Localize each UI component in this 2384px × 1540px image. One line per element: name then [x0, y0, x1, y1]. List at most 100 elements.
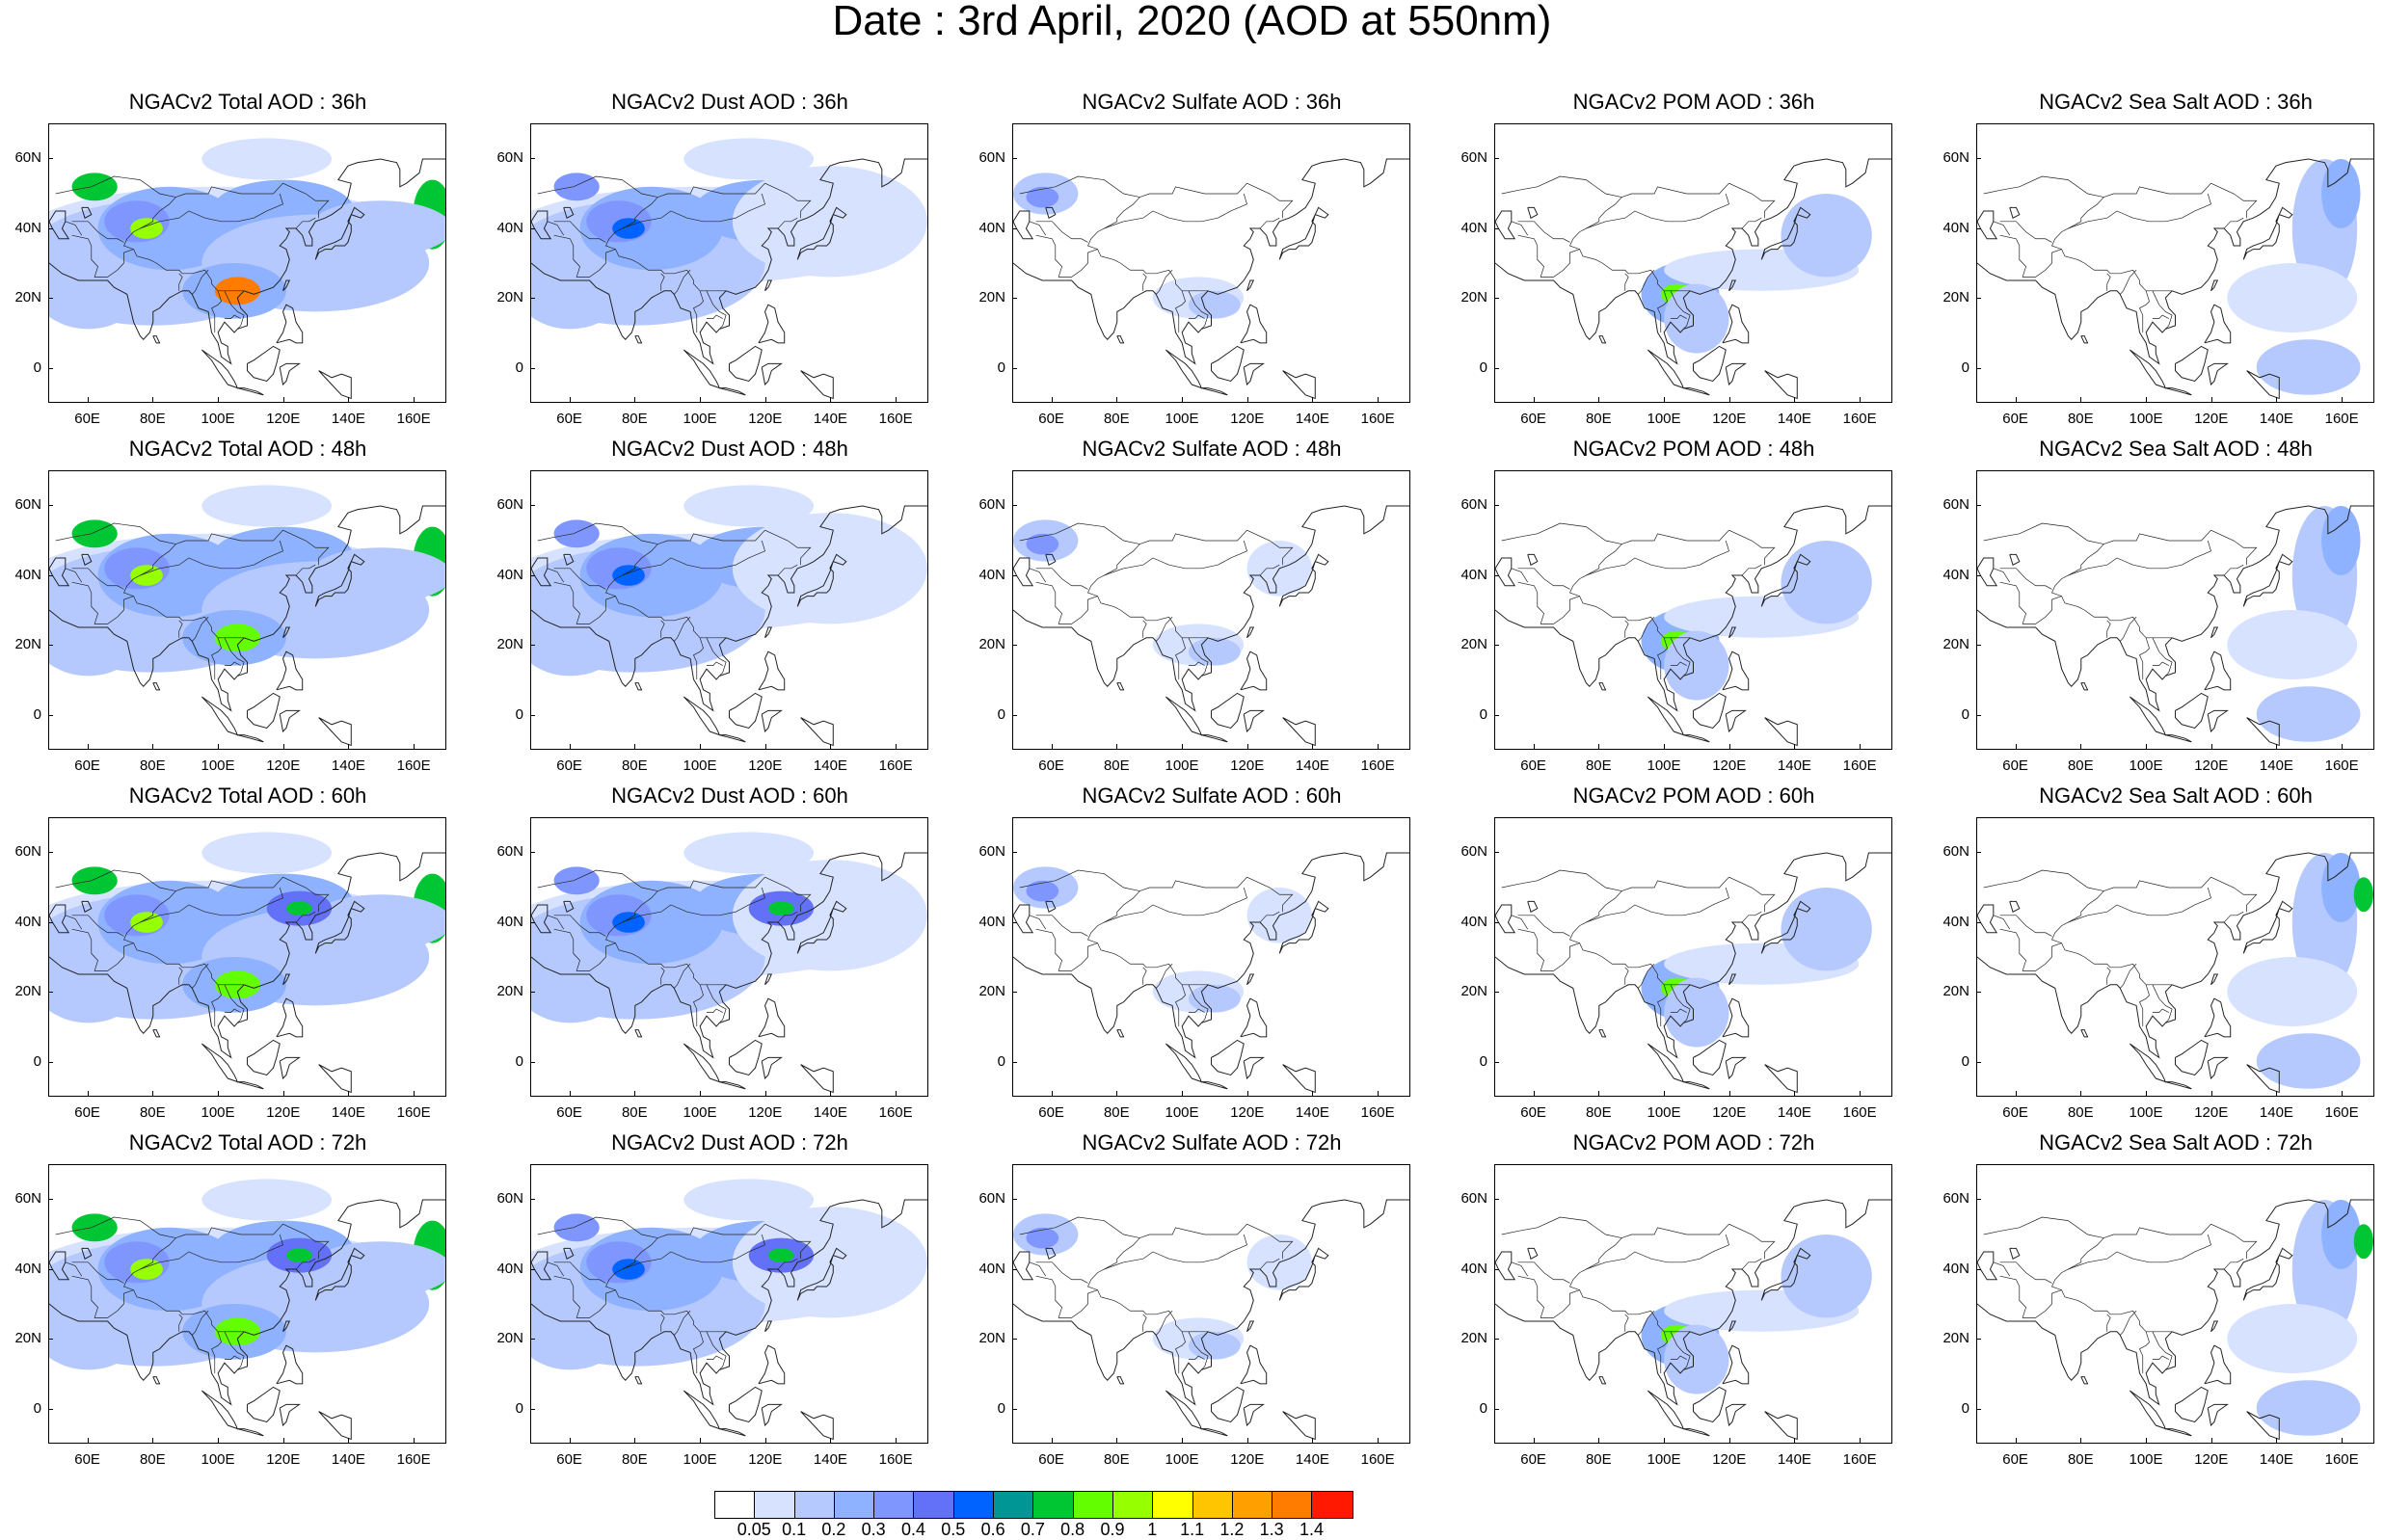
lat-tick-mark [1494, 1268, 1499, 1270]
lon-tick-mark [634, 1438, 636, 1443]
lon-tick-mark [414, 1438, 415, 1443]
lon-tick-label: 160E [1360, 757, 1395, 774]
lat-tick-mark [1976, 852, 1981, 854]
coastline [1722, 997, 1750, 1038]
country-border [192, 1311, 209, 1336]
aod-plume [2256, 686, 2361, 742]
lon-tick-mark [218, 1091, 220, 1096]
colorbar-swatch [1232, 1492, 1273, 1518]
lat-tick-label: 60N [978, 843, 1005, 861]
coastline [49, 1251, 70, 1281]
lat-tick-label: 20N [14, 983, 41, 1000]
country-border [1999, 234, 2021, 247]
country-border [1142, 967, 1147, 985]
coastline [279, 1056, 301, 1080]
coastline [1282, 717, 1316, 747]
country-border [2139, 637, 2150, 679]
lon-tick-mark [569, 397, 571, 402]
lon-tick-mark [1598, 1438, 1600, 1443]
country-border [1657, 1331, 1668, 1373]
coastline [1165, 349, 1203, 389]
lat-tick-label: 40N [1942, 566, 1969, 583]
colorbar-label: 0.8 [1060, 1520, 1085, 1539]
coastline [1240, 651, 1268, 691]
country-border [2152, 1331, 2173, 1370]
aod-plume [201, 832, 333, 874]
lon-tick-label: 80E [2067, 757, 2094, 774]
lon-tick-mark [1860, 397, 1862, 402]
lon-tick-label: 60E [556, 1104, 582, 1121]
country-border [605, 197, 727, 292]
lon-tick-mark [1533, 397, 1535, 402]
lat-tick-label: 0 [1479, 705, 1487, 723]
lon-tick-mark [2015, 744, 2017, 749]
aod-plume [1664, 977, 1729, 1048]
country-border [224, 984, 245, 1023]
colorbar-label: 0.7 [1020, 1520, 1045, 1539]
lon-tick-mark [2276, 1438, 2278, 1443]
aod-plume [553, 866, 600, 895]
coastline [1013, 557, 1034, 587]
colorbar-swatch [914, 1492, 954, 1518]
country-border [1035, 1275, 1057, 1288]
lat-tick-mark [1494, 645, 1499, 647]
coastline [2009, 1247, 2021, 1260]
country-border [224, 1331, 245, 1370]
coastline [729, 345, 763, 383]
country-border [1517, 568, 1570, 590]
coastline [276, 651, 304, 691]
country-border [2120, 270, 2137, 295]
lat-tick-mark [1976, 367, 1981, 369]
coastline [49, 158, 445, 365]
colorbar-label: 0.3 [861, 1520, 886, 1539]
country-border [1175, 637, 1186, 679]
lat-tick-label: 60N [14, 1190, 41, 1208]
aod-plume [2321, 1200, 2361, 1269]
colorbar-swatch [755, 1492, 795, 1518]
aod-plume [2227, 263, 2358, 332]
lon-tick-label: 160E [878, 757, 913, 774]
lon-tick-mark [764, 1091, 766, 1096]
country-border [553, 221, 606, 243]
aod-plume [2256, 339, 2361, 395]
coastline [1693, 1386, 1727, 1423]
coastline [1240, 304, 1268, 344]
lat-tick-mark [48, 992, 53, 994]
lat-tick-mark [48, 852, 53, 854]
country-border [1029, 1261, 1047, 1277]
coastline [796, 206, 847, 260]
country-border [224, 290, 245, 330]
aod-plume [553, 173, 600, 201]
lat-tick-label: 40N [1460, 913, 1487, 930]
country-border [1501, 1216, 1776, 1260]
coastline [1977, 1199, 2373, 1406]
country-border [2139, 290, 2150, 332]
country-border [1175, 984, 1186, 1026]
coastline [634, 1029, 643, 1038]
colorbar-swatch [953, 1492, 995, 1518]
lat-tick-mark [1012, 852, 1017, 854]
lat-tick-label: 40N [978, 1260, 1005, 1277]
lat-tick-mark [48, 1199, 53, 1201]
lat-tick-mark [1976, 574, 1981, 576]
country-border [178, 967, 183, 985]
lon-tick-label: 120E [1712, 411, 1747, 427]
lon-tick-label: 140E [331, 1451, 365, 1468]
coastline [1683, 1081, 1710, 1090]
lat-tick-mark [530, 1061, 535, 1063]
lon-tick-label: 80E [2067, 411, 2094, 427]
lon-tick-mark [1860, 1438, 1862, 1443]
map-canvas [531, 485, 927, 747]
country-border [1517, 581, 1539, 594]
coastline [531, 505, 927, 712]
coastline [1527, 206, 1539, 219]
colorbar-swatch [715, 1492, 756, 1518]
country-border [1999, 1275, 2021, 1288]
lat-tick-mark [1012, 158, 1017, 160]
lat-tick-mark [530, 298, 535, 300]
coastline [1045, 206, 1057, 219]
lon-tick-label: 80E [1103, 757, 1130, 774]
country-border [547, 568, 565, 583]
coastline [1201, 387, 1228, 396]
coastline [279, 362, 301, 386]
